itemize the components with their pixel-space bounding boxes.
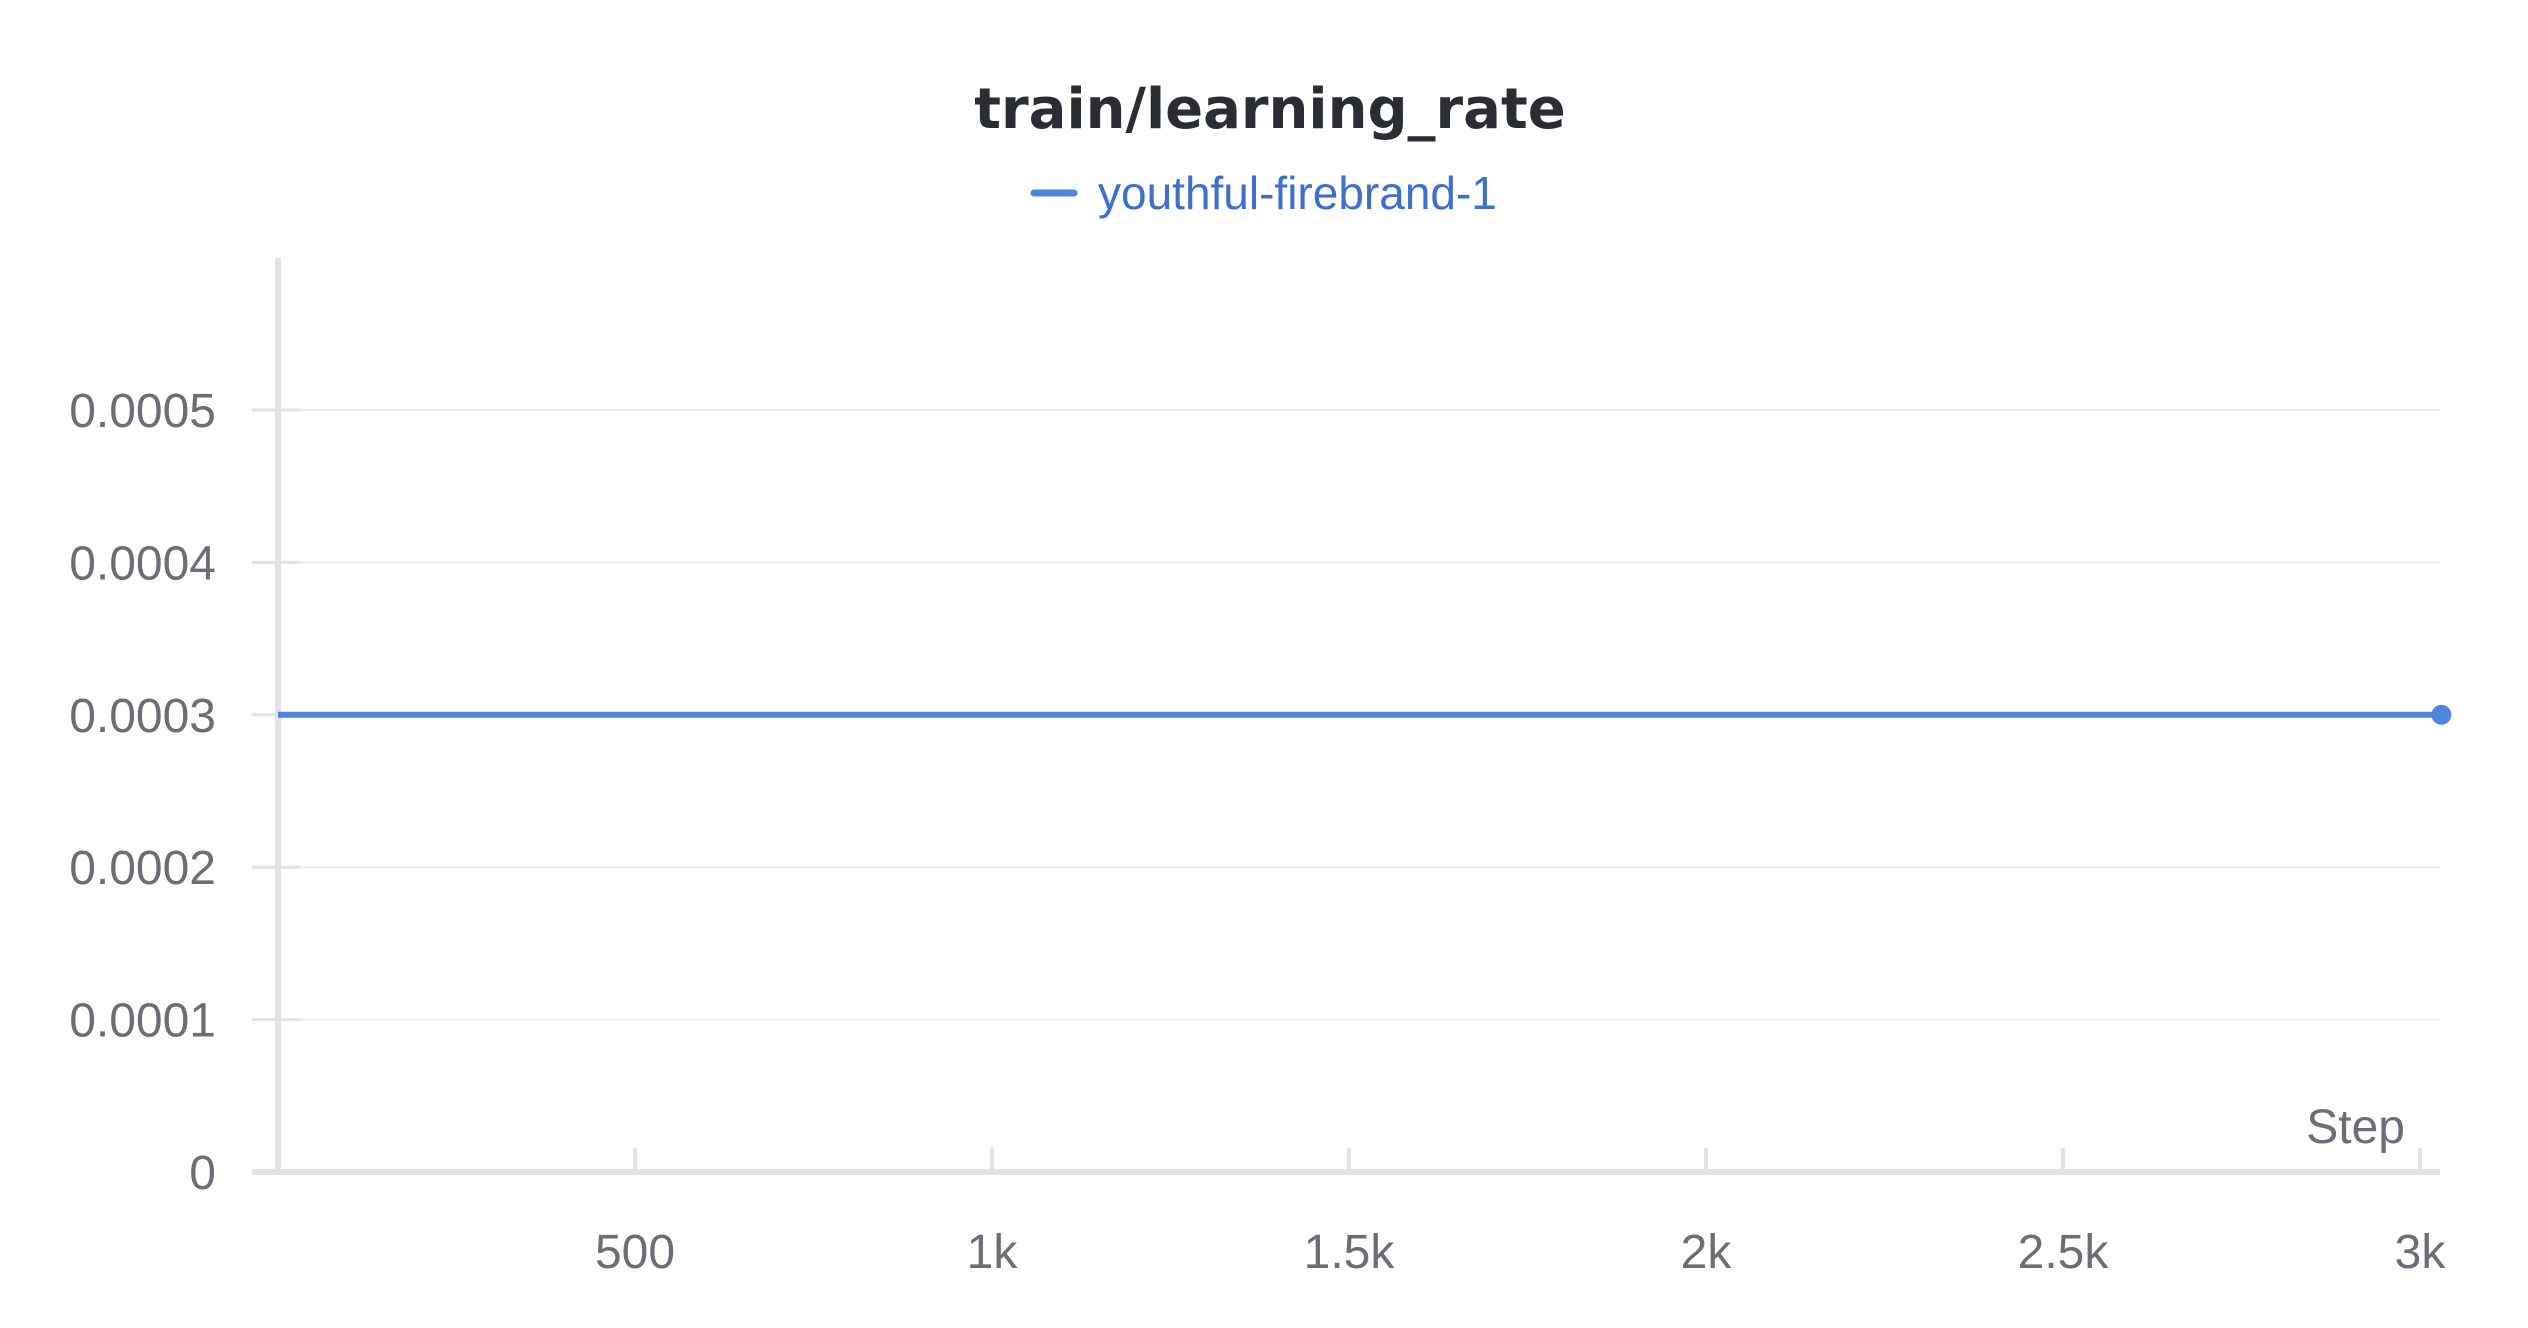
legend[interactable]: youthful-firebrand-1 [1030, 167, 1497, 219]
y-tick-label: 0.0003 [69, 690, 216, 743]
x-tick-label: 1.5k [1304, 1226, 1396, 1279]
x-axis-title: Step [2306, 1101, 2405, 1154]
plot-area[interactable] [278, 704, 2452, 725]
x-tick-label: 2k [1681, 1226, 1733, 1279]
y-axis-ticks: 0 0.0001 0.0002 0.0003 0.0004 0.0005 [69, 385, 300, 1200]
y-tick-label: 0.0001 [69, 995, 216, 1048]
y-tick-label: 0.0004 [69, 537, 216, 590]
x-axis-ticks: 500 1k 1.5k 2k 2.5k 3k [595, 1148, 2446, 1279]
x-tick-label: 500 [595, 1226, 675, 1279]
x-tick-label: 2.5k [2018, 1226, 2110, 1279]
x-tick-label: 1k [967, 1226, 1019, 1279]
y-tick-label: 0.0002 [69, 842, 216, 895]
y-tick-label: 0 [189, 1147, 216, 1200]
legend-label: youthful-firebrand-1 [1098, 167, 1497, 219]
y-tick-label: 0.0005 [69, 385, 216, 438]
chart-title: train/learning_rate [974, 77, 1565, 142]
x-tick-label: 3k [2395, 1226, 2447, 1279]
series-last-point [2431, 704, 2452, 725]
